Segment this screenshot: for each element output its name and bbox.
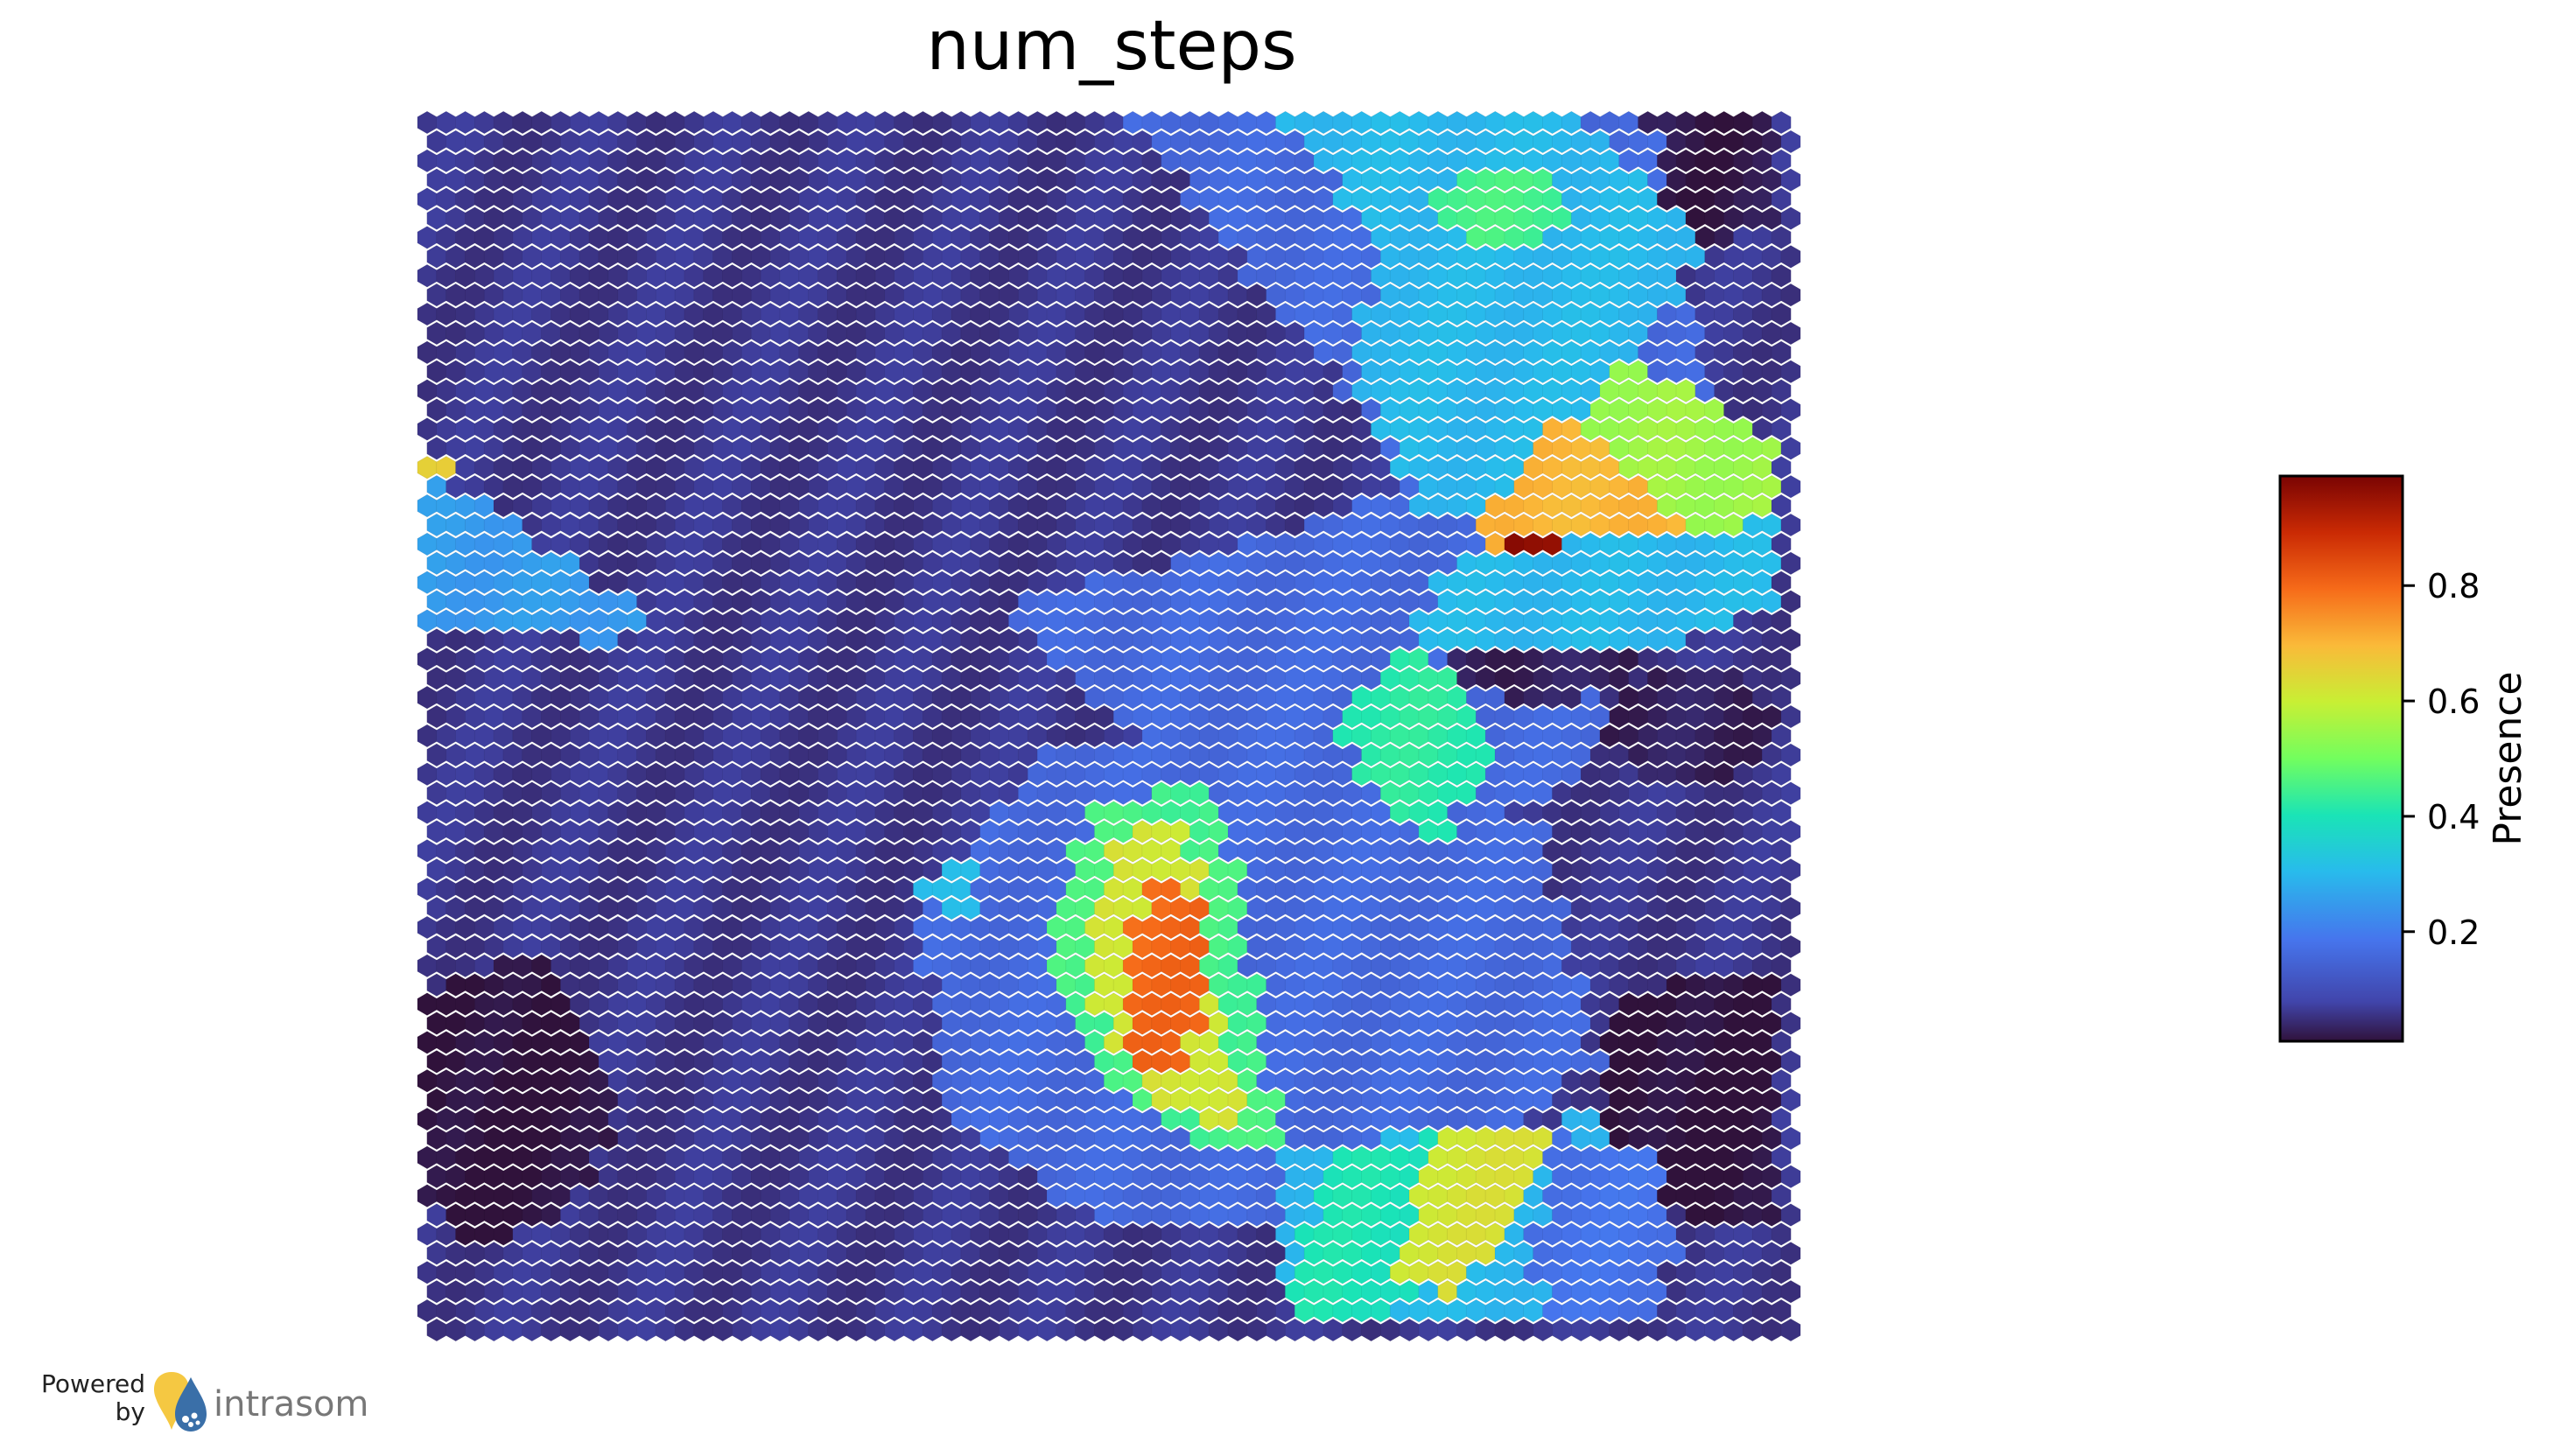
- intrasom-logo-icon: [154, 1372, 207, 1432]
- hex-cell: [1771, 263, 1792, 288]
- hex-cell: [1780, 283, 1801, 307]
- colorbar-tick-label: 0.2: [2427, 914, 2480, 952]
- hex-cell: [1771, 110, 1792, 135]
- hex-cell: [1771, 302, 1792, 326]
- hex-cell: [1771, 456, 1792, 480]
- colorbar-tick-label: 0.6: [2427, 682, 2480, 721]
- hex-cell: [1771, 340, 1792, 365]
- brand-name: intrasom: [214, 1384, 369, 1424]
- hex-cells: [417, 110, 1801, 1342]
- chart-title: num_steps: [926, 7, 1297, 86]
- hex-cell: [1771, 417, 1792, 441]
- som-hex-map: [417, 110, 1801, 1342]
- hex-cell: [1771, 494, 1792, 518]
- powered-line-1: Powered: [40, 1369, 145, 1398]
- hex-cell: [1780, 245, 1801, 269]
- hex-cell: [1780, 360, 1801, 384]
- colorbar-label: Presence: [2486, 671, 2530, 845]
- hex-cell: [1780, 398, 1801, 422]
- hex-cell: [1780, 168, 1801, 192]
- hex-cell: [1771, 532, 1792, 556]
- hex-cell: [1771, 226, 1792, 249]
- powered-line-2: by: [115, 1397, 145, 1426]
- hex-cell: [1780, 474, 1801, 499]
- hex-cell: [1771, 379, 1792, 402]
- hex-cell: [1780, 513, 1801, 537]
- hex-cell: [1780, 130, 1801, 154]
- hex-cell: [1771, 149, 1792, 173]
- footer-branding: Powered by intrasom: [23, 1365, 390, 1435]
- colorbar-tick-label: 0.4: [2427, 798, 2480, 836]
- hex-cell: [1780, 321, 1801, 346]
- powered-by-text: Powered by: [28, 1370, 145, 1426]
- hex-cell: [1780, 437, 1801, 460]
- colorbar-gradient: [2278, 474, 2404, 1043]
- hex-cell: [1780, 206, 1801, 230]
- hex-cell: [1771, 187, 1792, 211]
- colorbar-tick-label: 0.8: [2427, 567, 2480, 606]
